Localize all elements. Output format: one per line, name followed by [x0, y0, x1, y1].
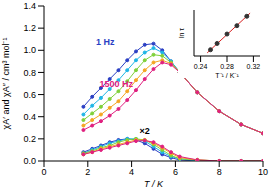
svg-text:10: 10 — [258, 167, 263, 177]
svg-text:0.8: 0.8 — [23, 68, 36, 78]
svg-text:1.4: 1.4 — [23, 1, 36, 11]
svg-text:ln τ: ln τ — [178, 28, 185, 38]
svg-text:1 Hz: 1 Hz — [96, 37, 115, 47]
svg-text:χA′ and χA″ / cm³ mol⁻¹: χA′ and χA″ / cm³ mol⁻¹ — [8, 38, 11, 130]
svg-text:T⁻¹ / K⁻¹: T⁻¹ / K⁻¹ — [215, 72, 239, 78]
svg-text:4: 4 — [129, 167, 134, 177]
svg-text:T / K: T / K — [144, 179, 164, 189]
svg-text:0.6: 0.6 — [23, 90, 36, 100]
svg-text:2: 2 — [85, 167, 90, 177]
svg-text:0.32: 0.32 — [247, 63, 261, 70]
svg-text:6: 6 — [173, 167, 178, 177]
svg-text:0.2: 0.2 — [23, 134, 36, 144]
svg-text:0.28: 0.28 — [220, 63, 234, 70]
svg-text:0.24: 0.24 — [194, 63, 208, 70]
svg-text:0.4: 0.4 — [23, 112, 36, 122]
svg-text:1.0: 1.0 — [23, 45, 36, 55]
svg-text:×2: ×2 — [140, 126, 150, 136]
svg-text:0: 0 — [41, 167, 46, 177]
svg-text:0.0: 0.0 — [23, 156, 36, 166]
svg-text:1.2: 1.2 — [23, 23, 36, 33]
svg-text:1500 Hz: 1500 Hz — [100, 79, 134, 89]
svg-text:8: 8 — [217, 167, 222, 177]
